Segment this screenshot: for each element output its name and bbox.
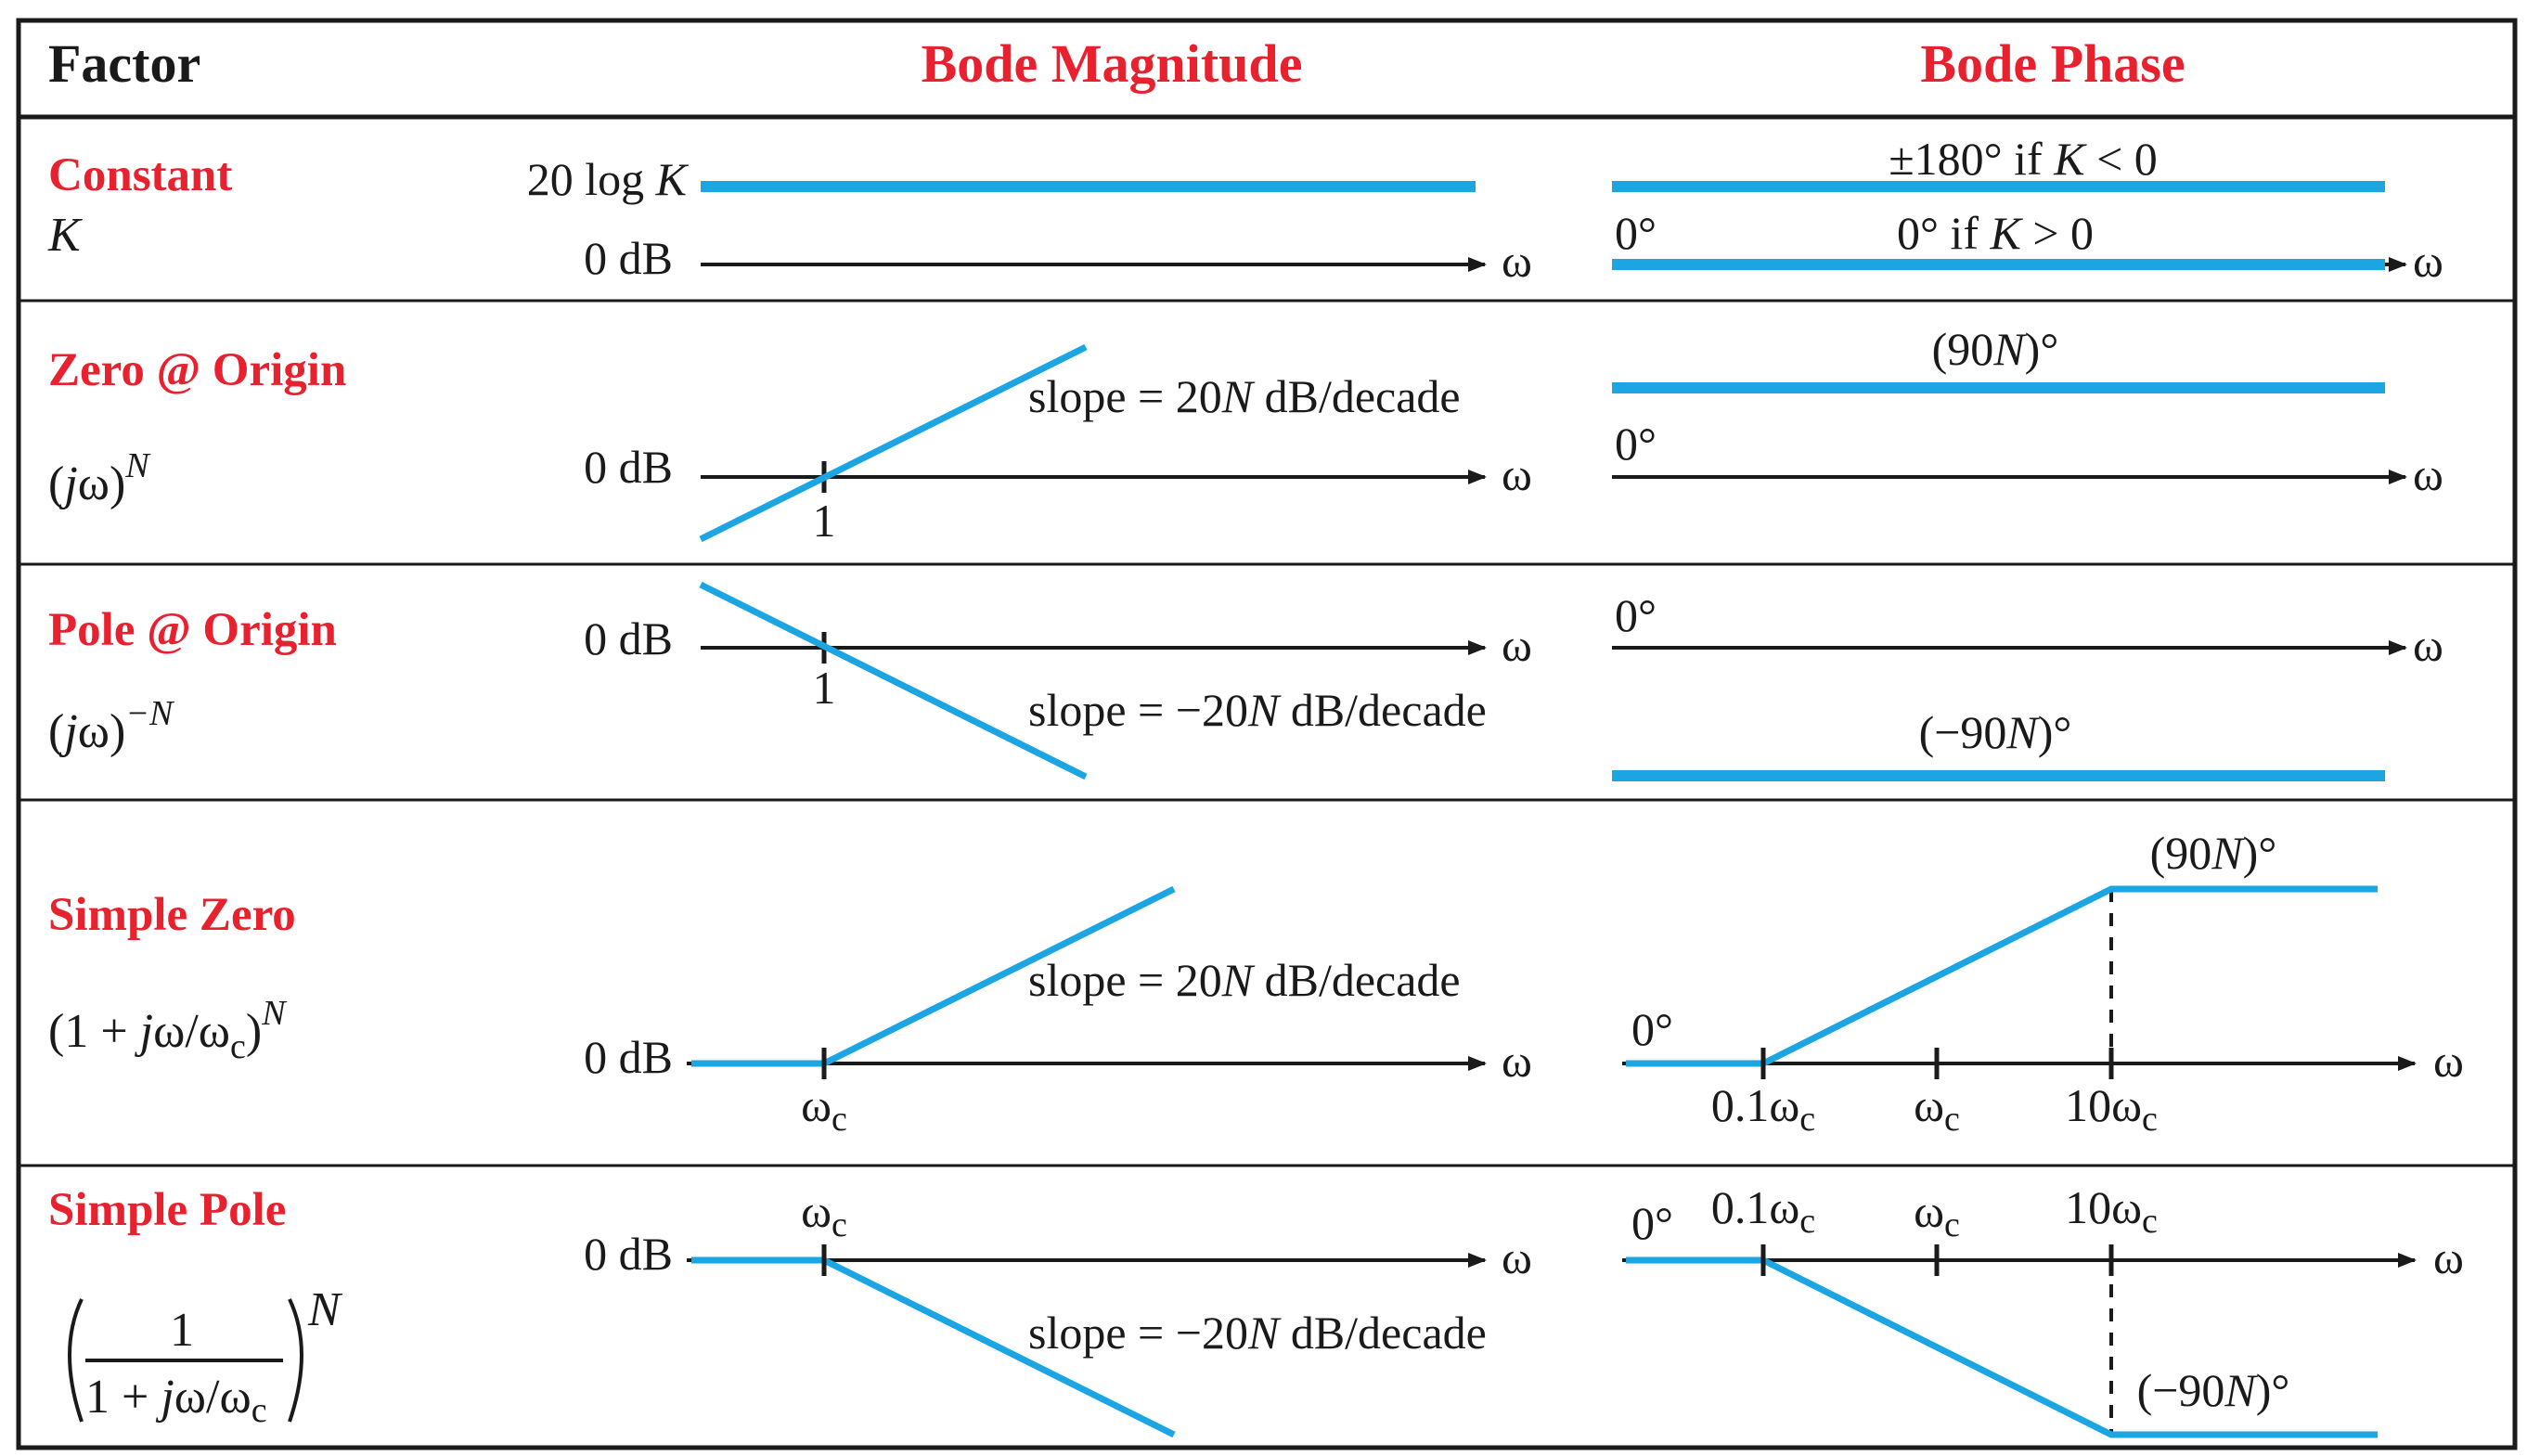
corner-frequency-label: ωc xyxy=(801,1079,847,1139)
phase-zero-label: 0° xyxy=(1631,1003,1673,1055)
unity-tick-label: 1 xyxy=(813,495,836,547)
magnitude-axis-symbol: ω xyxy=(1502,235,1532,287)
phase-zero-label: 0° xyxy=(1631,1197,1673,1249)
factor-expression: (1 + jω/ωc)N xyxy=(48,994,288,1066)
phase-tick-label: 10ωc xyxy=(2065,1079,2158,1139)
exponent: N xyxy=(307,1283,343,1336)
fraction-numerator: 1 xyxy=(170,1304,194,1357)
phase-axis-symbol: ω xyxy=(2413,448,2443,500)
magnitude-axis-symbol: ω xyxy=(1502,619,1532,671)
right-paren xyxy=(288,1298,303,1423)
phase-axis-symbol: ω xyxy=(2413,619,2443,671)
header-factor: Factor xyxy=(48,33,200,94)
factor-expression: (jω)−N xyxy=(48,694,175,758)
table-border xyxy=(16,18,2518,1450)
phase-level-label: (−90N)° xyxy=(1919,706,2072,758)
phase-tick-label: 10ωc xyxy=(2065,1181,2158,1241)
slope-label: slope = −20N dB/decade xyxy=(1028,1307,1487,1359)
factor-name: Pole @ Origin xyxy=(48,604,337,656)
left-paren xyxy=(68,1298,84,1423)
phase-lower-label: 0° if K > 0 xyxy=(1897,207,2094,259)
phase-tick-label: ωc xyxy=(1914,1185,1960,1244)
header-bode-magnitude: Bode Magnitude xyxy=(922,33,1303,94)
phase-axis-symbol: ω xyxy=(2433,1035,2464,1087)
magnitude-axis-symbol: ω xyxy=(1502,1231,1532,1283)
factor-name: Simple Pole xyxy=(48,1184,286,1236)
factor-name: Simple Zero xyxy=(48,889,296,941)
magnitude-curve xyxy=(699,343,1088,543)
phase-level-label: (90N)° xyxy=(1932,323,2059,375)
magnitude-zero-label: 0 dB xyxy=(584,1031,673,1083)
corner-frequency-label: ωc xyxy=(801,1185,847,1244)
row-simple-zero: Simple Zero (1 + jω/ωc)N 0 dB ω ωc slope… xyxy=(48,827,2464,1139)
phase-tick-label: 0.1ωc xyxy=(1711,1079,1815,1139)
factor-expression: K xyxy=(47,209,83,262)
row-constant: Constant K 20 log K 0 dB ω ±180° if K < … xyxy=(47,133,2443,287)
magnitude-level-label: 20 log K xyxy=(527,153,690,205)
phase-tick-label: ωc xyxy=(1914,1079,1960,1139)
header-bode-phase: Bode Phase xyxy=(1920,33,2185,94)
phase-zero-label: 0° xyxy=(1615,589,1657,641)
magnitude-zero-label: 0 dB xyxy=(584,612,673,664)
fraction-denominator: 1 + jω/ωc xyxy=(85,1371,267,1430)
phase-axis-symbol: ω xyxy=(2413,235,2443,287)
phase-axis-symbol: ω xyxy=(2433,1231,2464,1283)
magnitude-zero-label: 0 dB xyxy=(584,1228,673,1280)
phase-curve xyxy=(1626,885,2378,1067)
phase-upper-label: ±180° if K < 0 xyxy=(1889,133,2158,185)
phase-zero-label: 0° xyxy=(1615,418,1657,470)
slope-label: slope = 20N dB/decade xyxy=(1028,370,1461,422)
row-zero-at-origin: Zero @ Origin (jω)N 0 dB ω 1 slope = 20N… xyxy=(48,323,2443,547)
row-simple-pole: Simple Pole 1 1 + jω/ωc N ωc 0 dB ω slop… xyxy=(48,1181,2464,1438)
phase-tick-label: 0.1ωc xyxy=(1711,1181,1815,1241)
phase-level-label: (90N)° xyxy=(2150,827,2277,879)
slope-label: slope = 20N dB/decade xyxy=(1028,954,1461,1006)
row-pole-at-origin: Pole @ Origin (jω)−N 0 dB ω 1 slope = −2… xyxy=(48,581,2443,781)
magnitude-zero-label: 0 dB xyxy=(584,441,673,493)
magnitude-axis-symbol: ω xyxy=(1502,448,1532,500)
phase-level-label: (−90N)° xyxy=(2137,1364,2290,1416)
magnitude-curve xyxy=(699,581,1088,780)
factor-name: Constant xyxy=(48,149,232,201)
phase-curve xyxy=(1626,1256,2378,1438)
slope-label: slope = −20N dB/decade xyxy=(1028,684,1487,736)
magnitude-axis-symbol: ω xyxy=(1502,1035,1532,1087)
factor-name: Zero @ Origin xyxy=(48,344,346,396)
magnitude-zero-label: 0 dB xyxy=(584,232,673,284)
unity-tick-label: 1 xyxy=(813,662,836,714)
phase-zero-label: 0° xyxy=(1615,207,1657,259)
factor-expression: (jω)N xyxy=(48,446,151,510)
factor-expression: 1 1 + jω/ωc N xyxy=(68,1283,343,1430)
